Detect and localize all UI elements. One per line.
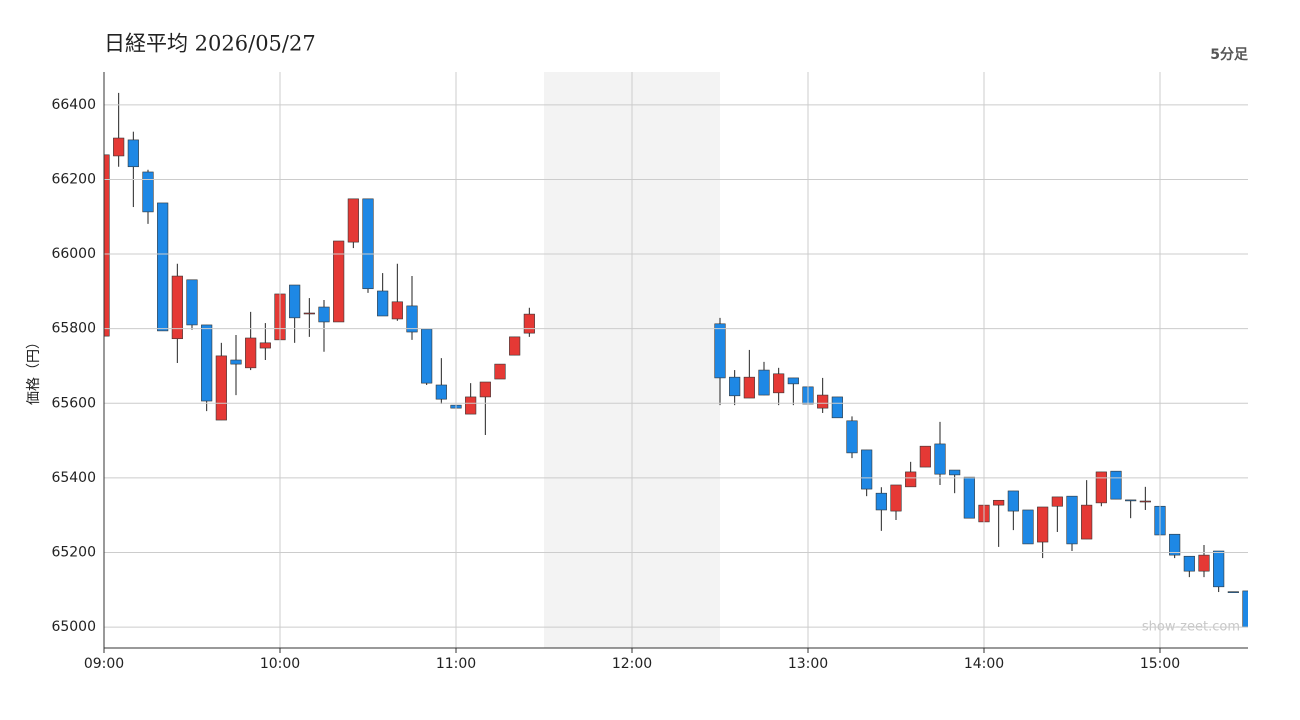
candle-body bbox=[1125, 499, 1137, 502]
candle-body bbox=[905, 471, 917, 488]
candle-body bbox=[963, 476, 975, 519]
candle-body bbox=[846, 420, 858, 454]
candle-body bbox=[215, 355, 227, 421]
candle-body bbox=[303, 312, 315, 315]
candle-body bbox=[113, 137, 125, 157]
candle-body bbox=[479, 381, 491, 398]
interval-label: 5分足 bbox=[1210, 47, 1249, 63]
y-tick-label: 65400 bbox=[51, 470, 96, 486]
candle-body bbox=[1169, 533, 1181, 556]
candle-body bbox=[1081, 504, 1093, 540]
candle-body bbox=[362, 198, 374, 290]
candle-body bbox=[1198, 554, 1210, 572]
candle-body bbox=[861, 449, 873, 490]
y-tick-label: 66000 bbox=[51, 246, 96, 262]
candle-body bbox=[875, 492, 887, 511]
candle-body bbox=[1242, 590, 1248, 628]
candle-body bbox=[186, 279, 198, 326]
candle-body bbox=[1110, 470, 1122, 500]
y-tick-label: 65600 bbox=[51, 395, 96, 411]
y-tick-label: 65000 bbox=[51, 619, 96, 635]
candle-body bbox=[1095, 471, 1107, 504]
candle-body bbox=[157, 202, 169, 332]
x-tick-label: 10:00 bbox=[260, 656, 300, 672]
candle-body bbox=[1037, 506, 1049, 543]
candle-body bbox=[406, 305, 418, 333]
candle-body bbox=[259, 342, 271, 349]
candle-body bbox=[773, 373, 785, 394]
candle-body bbox=[1007, 490, 1019, 512]
y-tick-label: 66400 bbox=[51, 97, 96, 113]
candle-body bbox=[127, 139, 139, 168]
x-tick-label: 11:00 bbox=[436, 656, 476, 672]
candle-body bbox=[245, 337, 257, 369]
candle-body bbox=[391, 301, 403, 320]
candle-body bbox=[201, 324, 213, 402]
y-tick-label: 65800 bbox=[51, 321, 96, 337]
candle-body bbox=[714, 323, 726, 379]
candle-body bbox=[934, 443, 946, 475]
x-tick-label: 15:00 bbox=[1140, 656, 1180, 672]
candle-body bbox=[993, 499, 1005, 506]
x-tick-label: 14:00 bbox=[964, 656, 1004, 672]
candle-body bbox=[1213, 550, 1225, 588]
candle-body bbox=[758, 369, 770, 396]
candle-body bbox=[230, 359, 242, 365]
y-axis-label: 価格（円） bbox=[26, 335, 42, 405]
candle-body bbox=[919, 445, 931, 468]
candle-body bbox=[435, 384, 447, 400]
candle-body bbox=[421, 328, 433, 384]
x-tick-label: 13:00 bbox=[788, 656, 828, 672]
candle-body bbox=[729, 376, 741, 397]
candle-body bbox=[523, 313, 535, 334]
candle-body bbox=[377, 290, 389, 317]
candle-body bbox=[1139, 500, 1151, 503]
candle-body bbox=[333, 240, 345, 323]
candle-body bbox=[171, 275, 183, 340]
candle-body bbox=[318, 306, 330, 323]
candle-body bbox=[831, 396, 843, 419]
candle-body bbox=[1066, 495, 1078, 545]
candle-body bbox=[787, 377, 799, 385]
y-tick-label: 65200 bbox=[51, 544, 96, 560]
x-tick-label: 09:00 bbox=[84, 656, 124, 672]
candle-body bbox=[1183, 555, 1195, 572]
candle-body bbox=[289, 284, 301, 319]
candle-body bbox=[347, 198, 359, 243]
candle-body bbox=[494, 363, 506, 380]
candle-body bbox=[509, 336, 521, 356]
candle-body bbox=[1051, 496, 1063, 507]
candle-body bbox=[465, 396, 477, 415]
candle-body bbox=[1022, 509, 1034, 545]
plot-area bbox=[104, 72, 1248, 648]
candle-body bbox=[817, 394, 829, 409]
candle-body bbox=[1227, 591, 1239, 593]
candle-body bbox=[142, 171, 154, 213]
candle-body bbox=[743, 376, 755, 399]
chart-title: 日経平均 2026/05/27 bbox=[104, 32, 316, 56]
candle-body bbox=[890, 484, 902, 512]
x-tick-label: 12:00 bbox=[612, 656, 652, 672]
candle-body bbox=[949, 469, 961, 476]
y-tick-label: 66200 bbox=[51, 171, 96, 187]
